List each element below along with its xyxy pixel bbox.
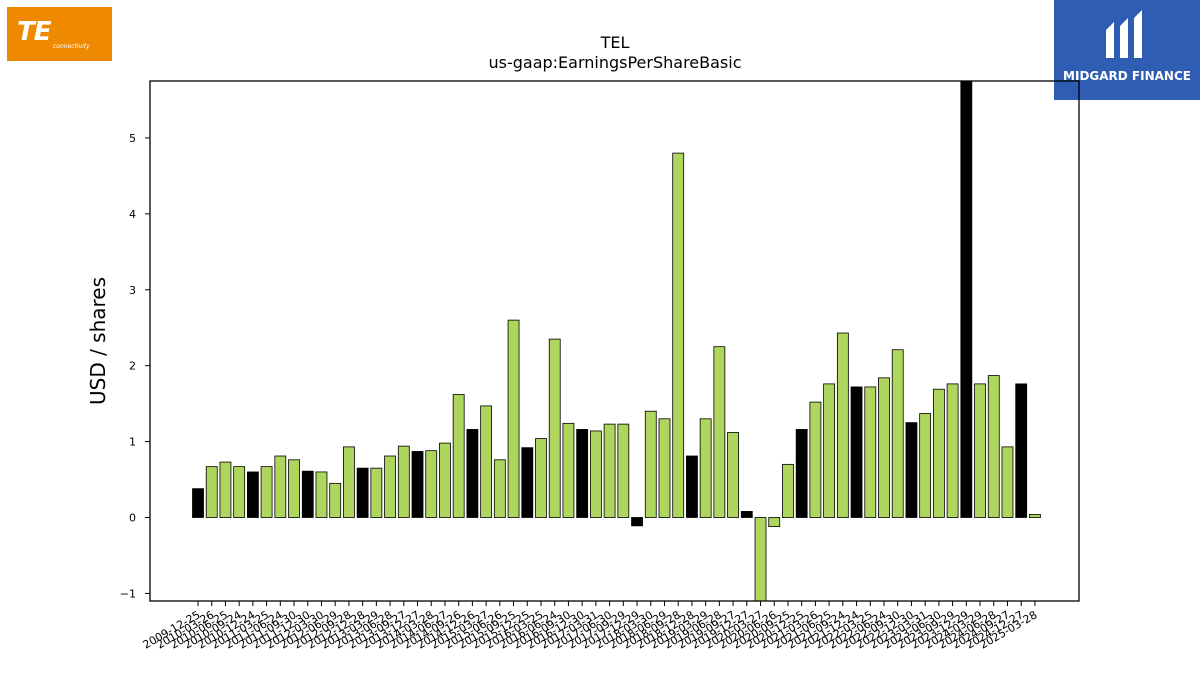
bar <box>425 450 438 518</box>
bar <box>589 430 602 518</box>
bar <box>740 511 753 518</box>
bars-group <box>192 81 1041 601</box>
y-tick-label: 4 <box>129 208 136 221</box>
te-logo-subtext: connectivity <box>53 43 90 50</box>
bar <box>493 459 506 518</box>
bar <box>754 517 767 601</box>
bar <box>274 455 287 518</box>
bar <box>370 467 383 518</box>
bar <box>727 432 739 518</box>
x-axis-ticks: 2009-12-252010-03-262010-06-252010-09-24… <box>141 601 1039 652</box>
bar <box>658 418 671 518</box>
chart-subtitle: us-gaap:EarningsPerShareBasic <box>488 53 741 72</box>
plot-frame <box>149 80 1080 602</box>
bar <box>603 423 616 518</box>
bar <box>521 447 534 518</box>
bar <box>480 405 493 518</box>
bar <box>397 445 410 518</box>
bar <box>452 394 465 518</box>
bar <box>439 442 451 518</box>
y-axis-label: USD / shares <box>86 277 110 405</box>
bar <box>1001 446 1014 518</box>
y-axis-ticks: −1 0 1 2 3 4 5 <box>120 132 150 600</box>
bar <box>960 81 973 518</box>
y-tick-label: 3 <box>129 284 136 297</box>
bar <box>233 466 246 518</box>
midgard-emblem-icon <box>1106 10 1142 58</box>
bar <box>686 455 698 518</box>
midgard-logo-text: MIDGARD FINANCE <box>1063 69 1191 83</box>
bar <box>315 471 328 518</box>
bar <box>836 332 849 518</box>
bar <box>617 423 630 518</box>
bar <box>260 466 273 518</box>
bar <box>768 517 781 528</box>
bar <box>932 388 945 518</box>
bar <box>795 429 808 518</box>
bar <box>878 377 890 518</box>
bar <box>246 471 259 518</box>
bar <box>1015 383 1028 518</box>
midgard-finance-logo: MIDGARD FINANCE <box>1054 0 1200 100</box>
y-tick-label: 0 <box>129 511 136 524</box>
bar <box>809 401 822 518</box>
bar <box>1029 514 1041 518</box>
bar <box>850 386 863 518</box>
y-tick-label: −1 <box>120 587 136 600</box>
bar <box>974 383 986 518</box>
te-logo-mark: TE <box>17 17 51 47</box>
bar <box>329 482 342 518</box>
bar <box>301 470 314 518</box>
bar <box>713 346 726 518</box>
bar <box>384 455 396 518</box>
bar <box>782 463 794 518</box>
bar <box>562 422 575 518</box>
bar <box>411 451 424 518</box>
chart-title: TEL <box>600 33 630 52</box>
bar <box>891 349 904 518</box>
bar <box>288 459 300 518</box>
bar <box>356 467 369 518</box>
bar <box>535 438 547 518</box>
bar <box>946 383 959 518</box>
y-tick-label: 5 <box>129 132 136 145</box>
bar <box>466 429 479 518</box>
bar <box>987 375 1000 518</box>
bar <box>672 152 685 518</box>
y-tick-label: 2 <box>129 360 136 373</box>
te-connectivity-logo: TE connectivity <box>7 7 112 61</box>
y-tick-label: 1 <box>129 436 136 449</box>
bar <box>905 422 918 518</box>
bar <box>205 466 218 518</box>
bar <box>548 338 561 518</box>
bar <box>631 517 643 527</box>
bar <box>823 383 836 518</box>
bar <box>192 488 204 518</box>
bar <box>343 446 355 518</box>
bar <box>576 429 589 518</box>
bar <box>644 410 657 518</box>
bar <box>699 418 712 518</box>
bar <box>219 461 232 518</box>
bar <box>919 413 932 518</box>
bar <box>864 386 877 518</box>
bar <box>507 319 520 518</box>
